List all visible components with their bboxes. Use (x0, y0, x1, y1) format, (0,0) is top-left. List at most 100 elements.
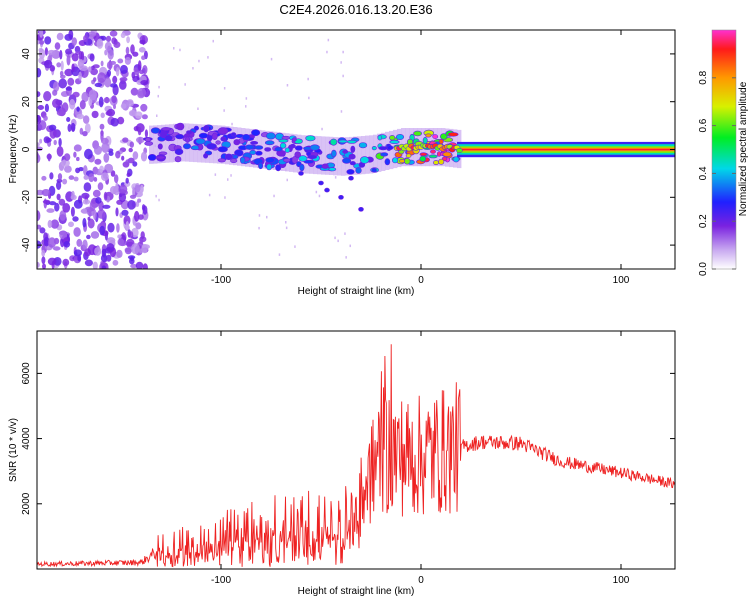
noise-blob (84, 123, 91, 134)
noise-blob (76, 238, 83, 247)
noise-blob (87, 216, 91, 221)
noise-blob (39, 30, 44, 38)
spectrogram-ticks: -100 0 100 -40 -20 0 20 40 (21, 30, 675, 286)
noise-blob (105, 35, 112, 43)
ridge-blob (419, 152, 428, 157)
ridge-halo (321, 136, 326, 175)
noise-blob (84, 148, 93, 160)
noise-speck (315, 190, 318, 194)
noise-blob (97, 182, 104, 191)
ridge-blob (144, 137, 151, 143)
ridge-blob (183, 143, 192, 150)
noise-blob (43, 59, 53, 69)
ridge-blob (206, 143, 217, 150)
ridge-blob (377, 135, 383, 141)
ridge-blob (220, 136, 227, 142)
noise-speck (157, 94, 159, 98)
noise-blob (124, 181, 131, 187)
colorbar-tick-label: 0.8 (698, 70, 709, 84)
noise-blob (118, 192, 127, 203)
noise-blob (138, 47, 146, 53)
ridge-blob (331, 149, 337, 158)
noise-speck (223, 87, 226, 90)
noise-blob (91, 110, 99, 119)
ridge-blob (442, 151, 452, 157)
ridge-blob (384, 158, 391, 166)
noise-blob (44, 103, 50, 113)
noise-blob (132, 151, 139, 160)
noise-blob (52, 98, 61, 109)
noise-blob (99, 225, 106, 236)
noise-blob (43, 91, 52, 102)
noise-blob (140, 80, 149, 86)
snr-panel: -100 0 100 2000 4000 6000 Height of straight … (8, 330, 676, 597)
snr-ytick-label: 6000 (21, 362, 32, 385)
ridge-blob (185, 136, 191, 143)
noise-blob (61, 102, 69, 113)
noise-blob (83, 115, 90, 124)
ridge-blob (174, 148, 184, 155)
ridge-blob (240, 156, 246, 164)
noise-blob (137, 87, 147, 97)
ridge-blob (251, 129, 261, 137)
noise-blob (84, 259, 93, 267)
noise-blob (37, 105, 44, 110)
noise-blob (119, 80, 127, 90)
noise-blob (72, 216, 79, 222)
ridge-blob (299, 163, 305, 172)
noise-blob (117, 116, 125, 125)
ridge-blob (176, 122, 185, 131)
noise-blob (111, 95, 117, 104)
ridge-blob (350, 145, 356, 153)
noise-blob (82, 208, 87, 214)
ridge-blob (419, 155, 427, 162)
noise-blob (115, 181, 119, 193)
snr-ytick-label: 2000 (21, 492, 32, 515)
noise-blob (104, 41, 112, 52)
noise-speck (179, 48, 181, 52)
noise-blob (62, 258, 70, 266)
noise-blob (90, 231, 100, 239)
ridge-blob (233, 139, 241, 146)
noise-speck (334, 236, 336, 240)
ridge-halo (357, 136, 362, 175)
ridge-halo (161, 124, 166, 163)
ridge-blob (291, 137, 297, 142)
noise-blob (112, 75, 118, 84)
noise-blob (115, 207, 119, 217)
ridge-blob (349, 161, 356, 166)
noise-blob (63, 153, 71, 161)
ridge-blob (371, 167, 377, 173)
noise-speck (207, 56, 209, 59)
ridge-halo (181, 123, 186, 162)
noise-blob (101, 137, 109, 145)
noise-blob (141, 55, 146, 60)
ridge-blob (359, 156, 370, 164)
ridge-halo (229, 126, 234, 165)
noise-blob (107, 222, 115, 233)
noise-speck (342, 74, 344, 78)
noise-blob (81, 91, 89, 103)
noise-blob (112, 259, 119, 266)
noise-speck (227, 178, 229, 181)
noise-blob (43, 115, 48, 121)
noise-blob (49, 172, 54, 180)
noise-blob (56, 146, 64, 157)
noise-blob (78, 71, 82, 81)
noise-blob (68, 221, 74, 228)
ridge-blob (309, 144, 320, 151)
spectrogram-xtick-label: 0 (418, 275, 424, 286)
noise-speck (208, 193, 211, 197)
ridge-blob (186, 130, 193, 135)
noise-speck (258, 214, 261, 217)
noise-blob (124, 247, 132, 255)
noise-blob (94, 82, 103, 88)
spectrogram-ylabel: Frequency (Hz) (8, 115, 19, 184)
spectrogram-ytick-label: -20 (21, 190, 32, 205)
noise-blob (58, 78, 67, 89)
ridge-blob (430, 149, 436, 154)
noise-blob (37, 68, 42, 78)
noise-blob (132, 186, 136, 197)
noise-speck (258, 226, 260, 230)
noise-blob (71, 53, 79, 62)
